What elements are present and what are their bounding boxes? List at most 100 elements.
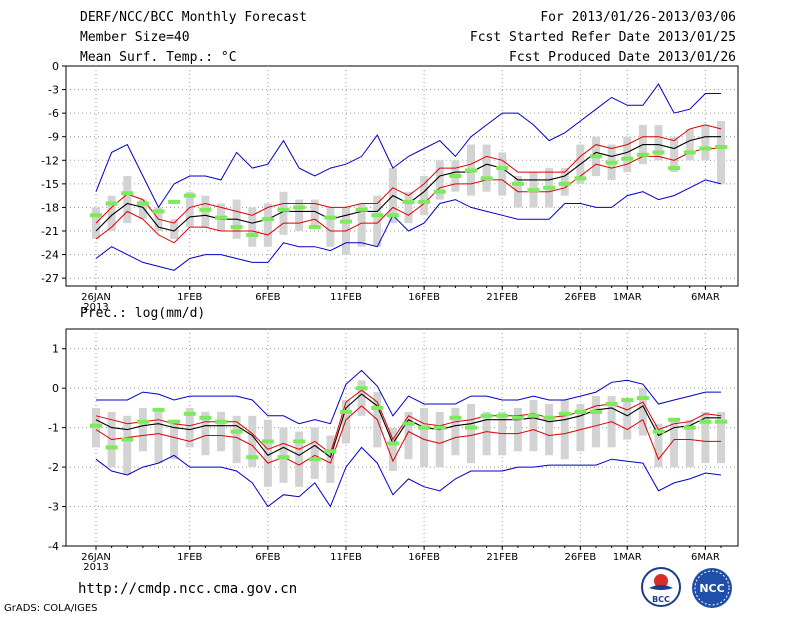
ensemble-marker (590, 154, 602, 159)
member-size: Member Size=40 (80, 30, 190, 45)
ensemble-marker (355, 386, 368, 391)
ensemble-marker (558, 411, 571, 416)
ensemble-bar (357, 203, 366, 247)
ensemble-marker (621, 398, 634, 403)
ensemble-marker (340, 219, 352, 224)
y-tick-label: -18 (41, 201, 59, 214)
ensemble-marker (105, 201, 118, 206)
ensemble-bar (623, 400, 632, 440)
y-tick-label: -4 (48, 540, 59, 553)
ensemble-bar (685, 419, 694, 468)
ensemble-bar (263, 203, 272, 247)
ensemble-bar (513, 407, 522, 452)
ensemble-bar (248, 415, 257, 468)
series-line-max (96, 369, 721, 425)
x-tick-label: 1FEB (177, 552, 202, 563)
x-tick-label: 11FEB (330, 552, 362, 563)
y-tick-label: 0 (52, 60, 59, 73)
ensemble-marker (480, 176, 493, 181)
grads-credit: GrADS: COLA/IGES (4, 603, 98, 614)
bcc-logo-text: BCC (652, 595, 670, 604)
y-tick-label: 1 (52, 343, 59, 356)
series-line-min (95, 179, 722, 271)
ncc-logo-disc (692, 568, 732, 608)
ensemble-marker (683, 425, 696, 430)
x-tick-label: 6MAR (691, 552, 720, 563)
bcc-logo-wave (649, 585, 673, 590)
ncc-logo-wreath (694, 570, 730, 606)
y-tick-label: -12 (41, 154, 59, 167)
ensemble-bar (420, 407, 429, 468)
ensemble-bar (717, 411, 725, 464)
ensemble-bar (263, 419, 272, 487)
x-tick-label: 26JAN (81, 552, 111, 563)
produced-date: Fcst Produced Date 2013/01/26 (509, 50, 736, 65)
ensemble-bar (654, 423, 663, 468)
ensemble-marker (183, 193, 196, 198)
ensemble-marker (199, 415, 212, 420)
ensemble-marker (433, 425, 446, 430)
ensemble-marker (699, 419, 712, 424)
ensemble-bar (482, 144, 491, 192)
ensemble-bar (170, 219, 179, 239)
ensemble-marker (605, 401, 618, 406)
ensemble-bar (670, 136, 679, 173)
ensemble-marker (668, 166, 681, 171)
ensemble-bar (701, 411, 710, 464)
ensemble-marker (246, 232, 259, 237)
ensemble-bar (248, 207, 257, 247)
x-tick-label: 6MAR (691, 292, 720, 303)
ensemble-marker (402, 199, 415, 204)
ensemble-marker (215, 215, 227, 220)
ensemble-bar (107, 195, 116, 231)
header-right: For 2013/01/26-2013/03/06 Fcst Started R… (470, 9, 736, 69)
ensemble-bar (701, 124, 710, 161)
ensemble-marker (699, 146, 712, 151)
ensemble-bar (138, 407, 147, 452)
ensemble-marker (168, 419, 181, 424)
ensemble-bar (670, 419, 679, 468)
ensemble-bar (467, 403, 475, 464)
header-left: DERF/NCC/BCC Monthly Forecast Member Siz… (80, 9, 307, 69)
y-tick-label: -2 (48, 461, 59, 474)
ensemble-bar (92, 207, 100, 239)
ensemble-marker (293, 205, 306, 210)
ensemble-marker (465, 168, 477, 173)
ensemble-bar (560, 400, 569, 460)
y-tick-label: -9 (48, 131, 59, 144)
ensemble-marker (355, 207, 368, 212)
ensemble-marker (449, 174, 462, 178)
ensemble-marker (433, 189, 446, 194)
ensemble-bar (170, 419, 179, 460)
ensemble-bar (404, 191, 413, 224)
x-tick-label: 16FEB (408, 292, 440, 303)
ensemble-bar (357, 380, 366, 416)
ensemble-marker (152, 407, 165, 412)
ensemble-bar (295, 199, 304, 231)
ensemble-marker (418, 199, 431, 204)
ensemble-marker (574, 409, 587, 414)
ensemble-marker (715, 144, 727, 149)
series-line-upper (95, 389, 722, 455)
ensemble-bar (529, 400, 538, 452)
ensemble-bar (388, 427, 397, 472)
x-tick-label: 21FEB (486, 292, 518, 303)
y-tick-label: -3 (48, 84, 59, 97)
ensemble-bar (310, 427, 319, 479)
ensemble-bar (592, 396, 600, 448)
ensemble-bar (154, 411, 163, 464)
ensemble-bar (576, 403, 585, 452)
ensemble-marker (277, 455, 290, 460)
source-url[interactable]: http://cmdp.ncc.cma.gov.cn (78, 581, 298, 597)
ensemble-bar (185, 407, 194, 448)
forecast-period: For 2013/01/26-2013/03/06 (540, 10, 736, 25)
ensemble-marker (480, 413, 493, 418)
series-line-mean (95, 393, 721, 459)
ensemble-marker (371, 405, 384, 410)
ensemble-bar (373, 195, 382, 247)
series-line-lower (95, 148, 721, 244)
ensemble-bar (326, 207, 335, 247)
ensemble-marker (715, 419, 727, 424)
